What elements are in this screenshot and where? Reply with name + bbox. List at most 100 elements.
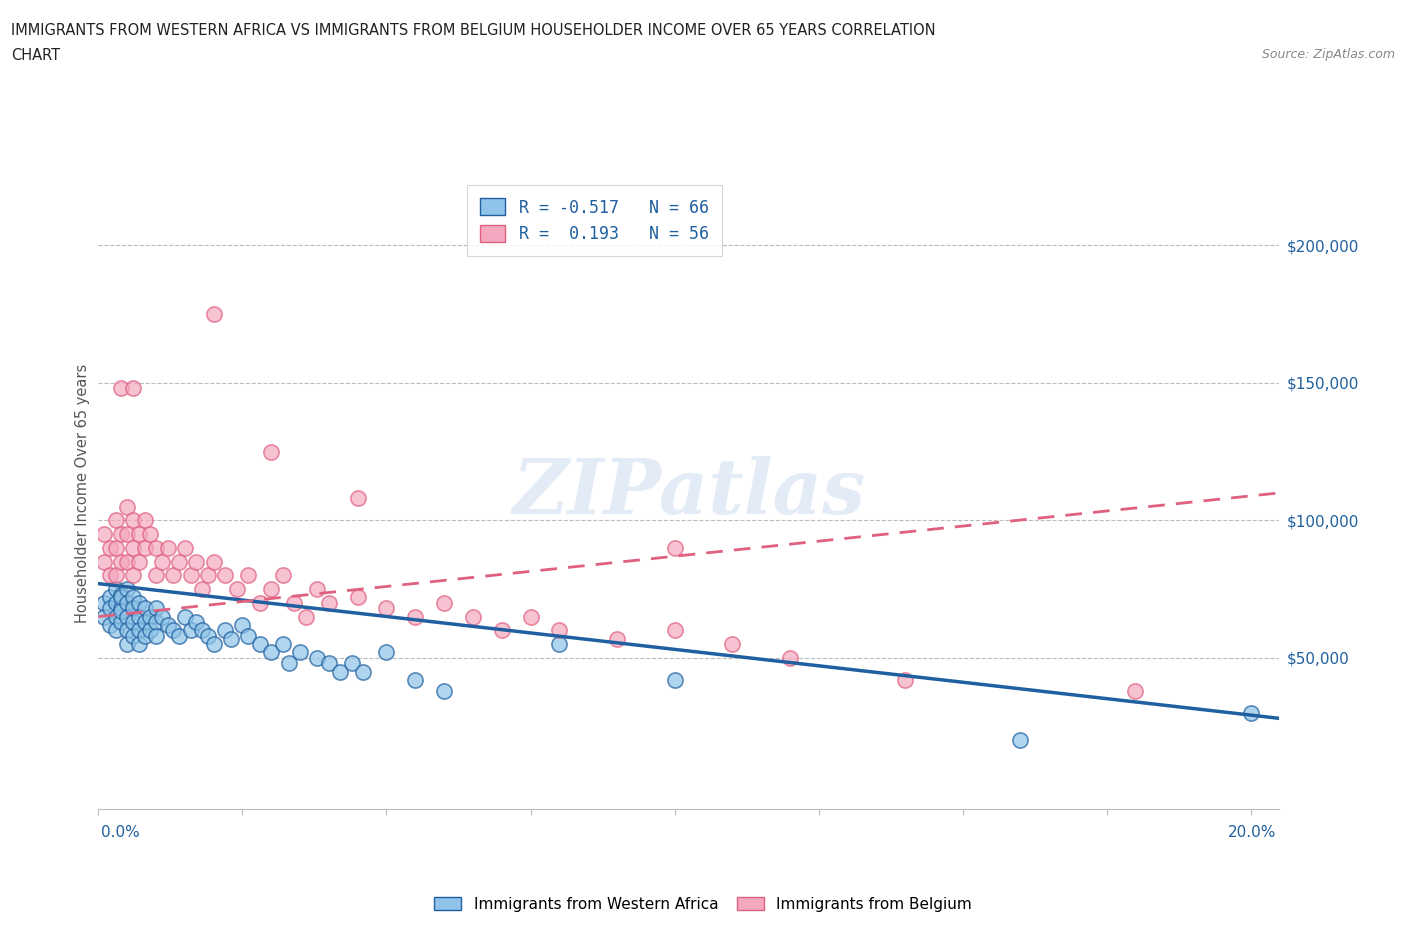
Point <box>98 590 121 604</box>
Point <box>110 526 132 541</box>
Point <box>145 601 167 616</box>
Point <box>122 590 145 604</box>
Point <box>173 609 195 624</box>
Point <box>128 637 150 652</box>
Point <box>277 656 299 671</box>
Point <box>219 631 242 646</box>
Point <box>110 601 132 616</box>
Point <box>128 609 150 624</box>
Point <box>145 540 167 555</box>
Point <box>104 540 127 555</box>
Point <box>231 618 253 632</box>
Point <box>606 631 628 646</box>
Point <box>93 554 115 569</box>
Point <box>271 568 294 583</box>
Point <box>167 554 190 569</box>
Point <box>664 540 686 555</box>
Point <box>167 629 190 644</box>
Point <box>115 581 138 596</box>
Point <box>93 595 115 610</box>
Point <box>260 445 283 459</box>
Point <box>104 595 127 610</box>
Point <box>115 526 138 541</box>
Point <box>238 568 260 583</box>
Point <box>98 618 121 632</box>
Point <box>110 381 132 396</box>
Point <box>433 595 456 610</box>
Point <box>271 637 294 652</box>
Point <box>186 615 208 630</box>
Point <box>139 609 162 624</box>
Point <box>139 623 162 638</box>
Point <box>110 604 132 618</box>
Point <box>93 609 115 624</box>
Point <box>191 623 214 638</box>
Point <box>202 554 225 569</box>
Text: ZIPatlas: ZIPatlas <box>512 456 866 530</box>
Point <box>1125 684 1147 698</box>
Point <box>115 554 138 569</box>
Point <box>98 540 121 555</box>
Point <box>93 526 115 541</box>
Point <box>115 499 138 514</box>
Point <box>491 623 513 638</box>
Point <box>156 618 179 632</box>
Point <box>134 601 156 616</box>
Point <box>110 587 132 602</box>
Point <box>202 307 225 322</box>
Point <box>433 684 456 698</box>
Point <box>122 381 145 396</box>
Point <box>214 623 236 638</box>
Point <box>307 650 329 665</box>
Point <box>145 568 167 583</box>
Point <box>134 540 156 555</box>
Point <box>202 637 225 652</box>
Point <box>104 513 127 528</box>
Text: 0.0%: 0.0% <box>101 825 141 840</box>
Point <box>122 615 145 630</box>
Point <box>375 644 398 659</box>
Point <box>104 568 127 583</box>
Point <box>134 615 156 630</box>
Point <box>346 491 368 506</box>
Point <box>122 568 145 583</box>
Point <box>238 629 260 644</box>
Point <box>115 595 138 610</box>
Point <box>197 629 219 644</box>
Point <box>288 644 311 659</box>
Point <box>214 568 236 583</box>
Point <box>295 609 318 624</box>
Point <box>180 623 202 638</box>
Point <box>260 644 283 659</box>
Point <box>1240 706 1263 721</box>
Point <box>721 637 744 652</box>
Point <box>173 540 195 555</box>
Point <box>122 513 145 528</box>
Text: CHART: CHART <box>11 48 60 63</box>
Point <box>191 581 214 596</box>
Point <box>150 609 173 624</box>
Legend: Immigrants from Western Africa, Immigrants from Belgium: Immigrants from Western Africa, Immigran… <box>427 890 979 918</box>
Point <box>260 581 283 596</box>
Point <box>318 656 340 671</box>
Point <box>115 623 138 638</box>
Point <box>104 581 127 596</box>
Point <box>128 623 150 638</box>
Point <box>1010 733 1032 748</box>
Point <box>139 526 162 541</box>
Point <box>110 554 132 569</box>
Point <box>104 609 127 624</box>
Legend: R = -0.517   N = 66, R =  0.193   N = 56: R = -0.517 N = 66, R = 0.193 N = 56 <box>467 185 721 257</box>
Point <box>162 623 184 638</box>
Point <box>307 581 329 596</box>
Point <box>249 595 271 610</box>
Point <box>180 568 202 583</box>
Point <box>128 595 150 610</box>
Point <box>664 623 686 638</box>
Text: Source: ZipAtlas.com: Source: ZipAtlas.com <box>1261 48 1395 61</box>
Point <box>664 672 686 687</box>
Point <box>98 601 121 616</box>
Point <box>340 656 363 671</box>
Point <box>98 568 121 583</box>
Point <box>115 637 138 652</box>
